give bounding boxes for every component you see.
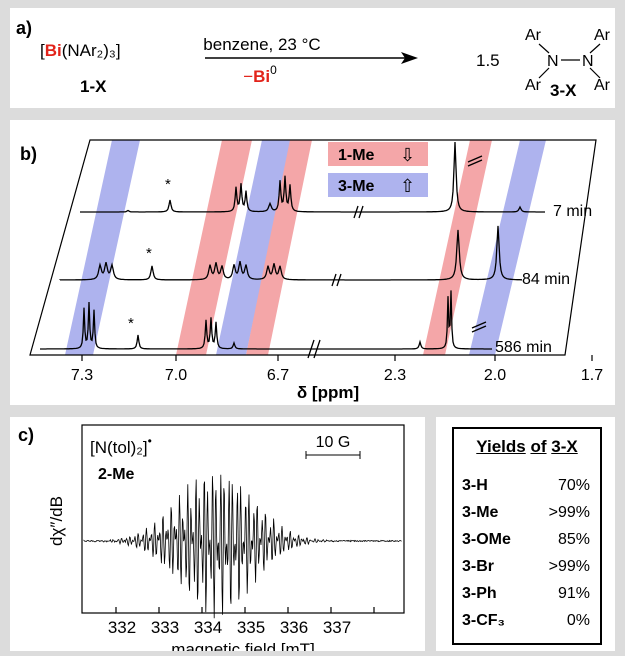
tick-7.0: 7.0	[165, 367, 187, 384]
down-arrow-icon: ⇩	[400, 145, 415, 165]
tick-6.7: 6.7	[267, 367, 289, 384]
field-tick-332: 332	[108, 618, 136, 637]
tick-2.3: 2.3	[384, 367, 406, 384]
reaction-scheme: a) [Bi(NAr₂)₃] 1-X benzene, 23 °C −Bi0 1…	[10, 8, 615, 108]
yield-row: 3-Br >99%	[462, 558, 590, 582]
radical-formula: [N(tol)₂]•	[90, 434, 152, 457]
field-tick-337: 337	[323, 618, 351, 637]
time-label-7min: 7 min	[553, 203, 592, 220]
tick-1.7: 1.7	[581, 367, 603, 384]
highlight-bands	[65, 140, 546, 355]
panel-a-label: a)	[16, 18, 32, 38]
panel-b-nmr-spectra: 1-Me ⇩ 3-Me ⇧ * * * 7 min 84 min 586 min…	[10, 120, 615, 405]
n-right: N	[582, 53, 594, 70]
reactant-formula: [Bi(NAr₂)₃]	[40, 41, 121, 60]
yields-title: Yields of 3-X	[454, 437, 600, 457]
impurity-marker-3: *	[128, 315, 134, 332]
panel-yields: Yields of 3-X 3-H 70% 3-Me >99% 3-OMe 85% 3…	[436, 417, 615, 651]
reactant-id: 1-X	[80, 77, 107, 96]
field-axis-label: magnetic field [mT]	[171, 640, 315, 651]
n-left: N	[547, 53, 559, 70]
impurity-marker-1: *	[165, 176, 171, 193]
panel-a-reaction-scheme: a) [Bi(NAr₂)₃] 1-X benzene, 23 °C −Bi0 1…	[10, 8, 615, 108]
time-label-586min: 586 min	[495, 339, 552, 356]
reaction-conditions: benzene, 23 °C	[203, 35, 320, 54]
ar-bottom-left: Ar	[525, 77, 542, 94]
ar-top-left: Ar	[525, 27, 542, 44]
nmr-stack-plot: 1-Me ⇩ 3-Me ⇧ * * * 7 min 84 min 586 min…	[10, 120, 615, 405]
tick-2.0: 2.0	[484, 367, 506, 384]
compound-label: 2-Me	[98, 466, 135, 483]
ar-bottom-right: Ar	[594, 77, 611, 94]
field-tick-336: 336	[280, 618, 308, 637]
byproduct: −Bi0	[243, 63, 277, 86]
time-label-84min: 84 min	[522, 271, 570, 288]
product-id: 3-X	[550, 81, 577, 100]
panel-b-label: b)	[20, 144, 37, 164]
panel-c-epr-spectrum: c) [N(tol)₂]• 2-Me 10 G 332 333 334 335 …	[10, 417, 425, 651]
ar-top-right: Ar	[594, 27, 611, 44]
field-tick-335: 335	[237, 618, 265, 637]
stoichiometric-coefficient: 1.5	[476, 51, 500, 70]
epr-trace	[84, 475, 401, 619]
yield-row: 3-Ph 91%	[462, 585, 590, 609]
legend-1me-label: 1-Me	[338, 147, 375, 164]
yields-table: Yields of 3-X 3-H 70% 3-Me >99% 3-OMe 85% 3…	[452, 427, 602, 645]
epr-y-axis-label: dχ″/dB	[47, 496, 66, 546]
up-arrow-icon: ⇧	[400, 176, 415, 196]
tick-7.3: 7.3	[71, 367, 93, 384]
field-tick-334: 334	[194, 618, 222, 637]
yield-row: 3-H 70%	[462, 477, 590, 501]
field-tick-333: 333	[151, 618, 179, 637]
yield-row: 3-OMe 85%	[462, 531, 590, 555]
epr-x-ticks	[116, 607, 374, 613]
scale-bar-label: 10 G	[316, 434, 351, 451]
delta-axis-label: δ [ppm]	[297, 383, 359, 402]
legend-3me-label: 3-Me	[338, 178, 375, 195]
yield-row: 3-CF₃ 0%	[462, 612, 590, 636]
yield-row: 3-Me >99%	[462, 504, 590, 528]
impurity-marker-2: *	[146, 245, 152, 262]
epr-plot: c) [N(tol)₂]• 2-Me 10 G 332 333 334 335 …	[10, 417, 425, 651]
panel-c-label: c)	[18, 425, 34, 445]
